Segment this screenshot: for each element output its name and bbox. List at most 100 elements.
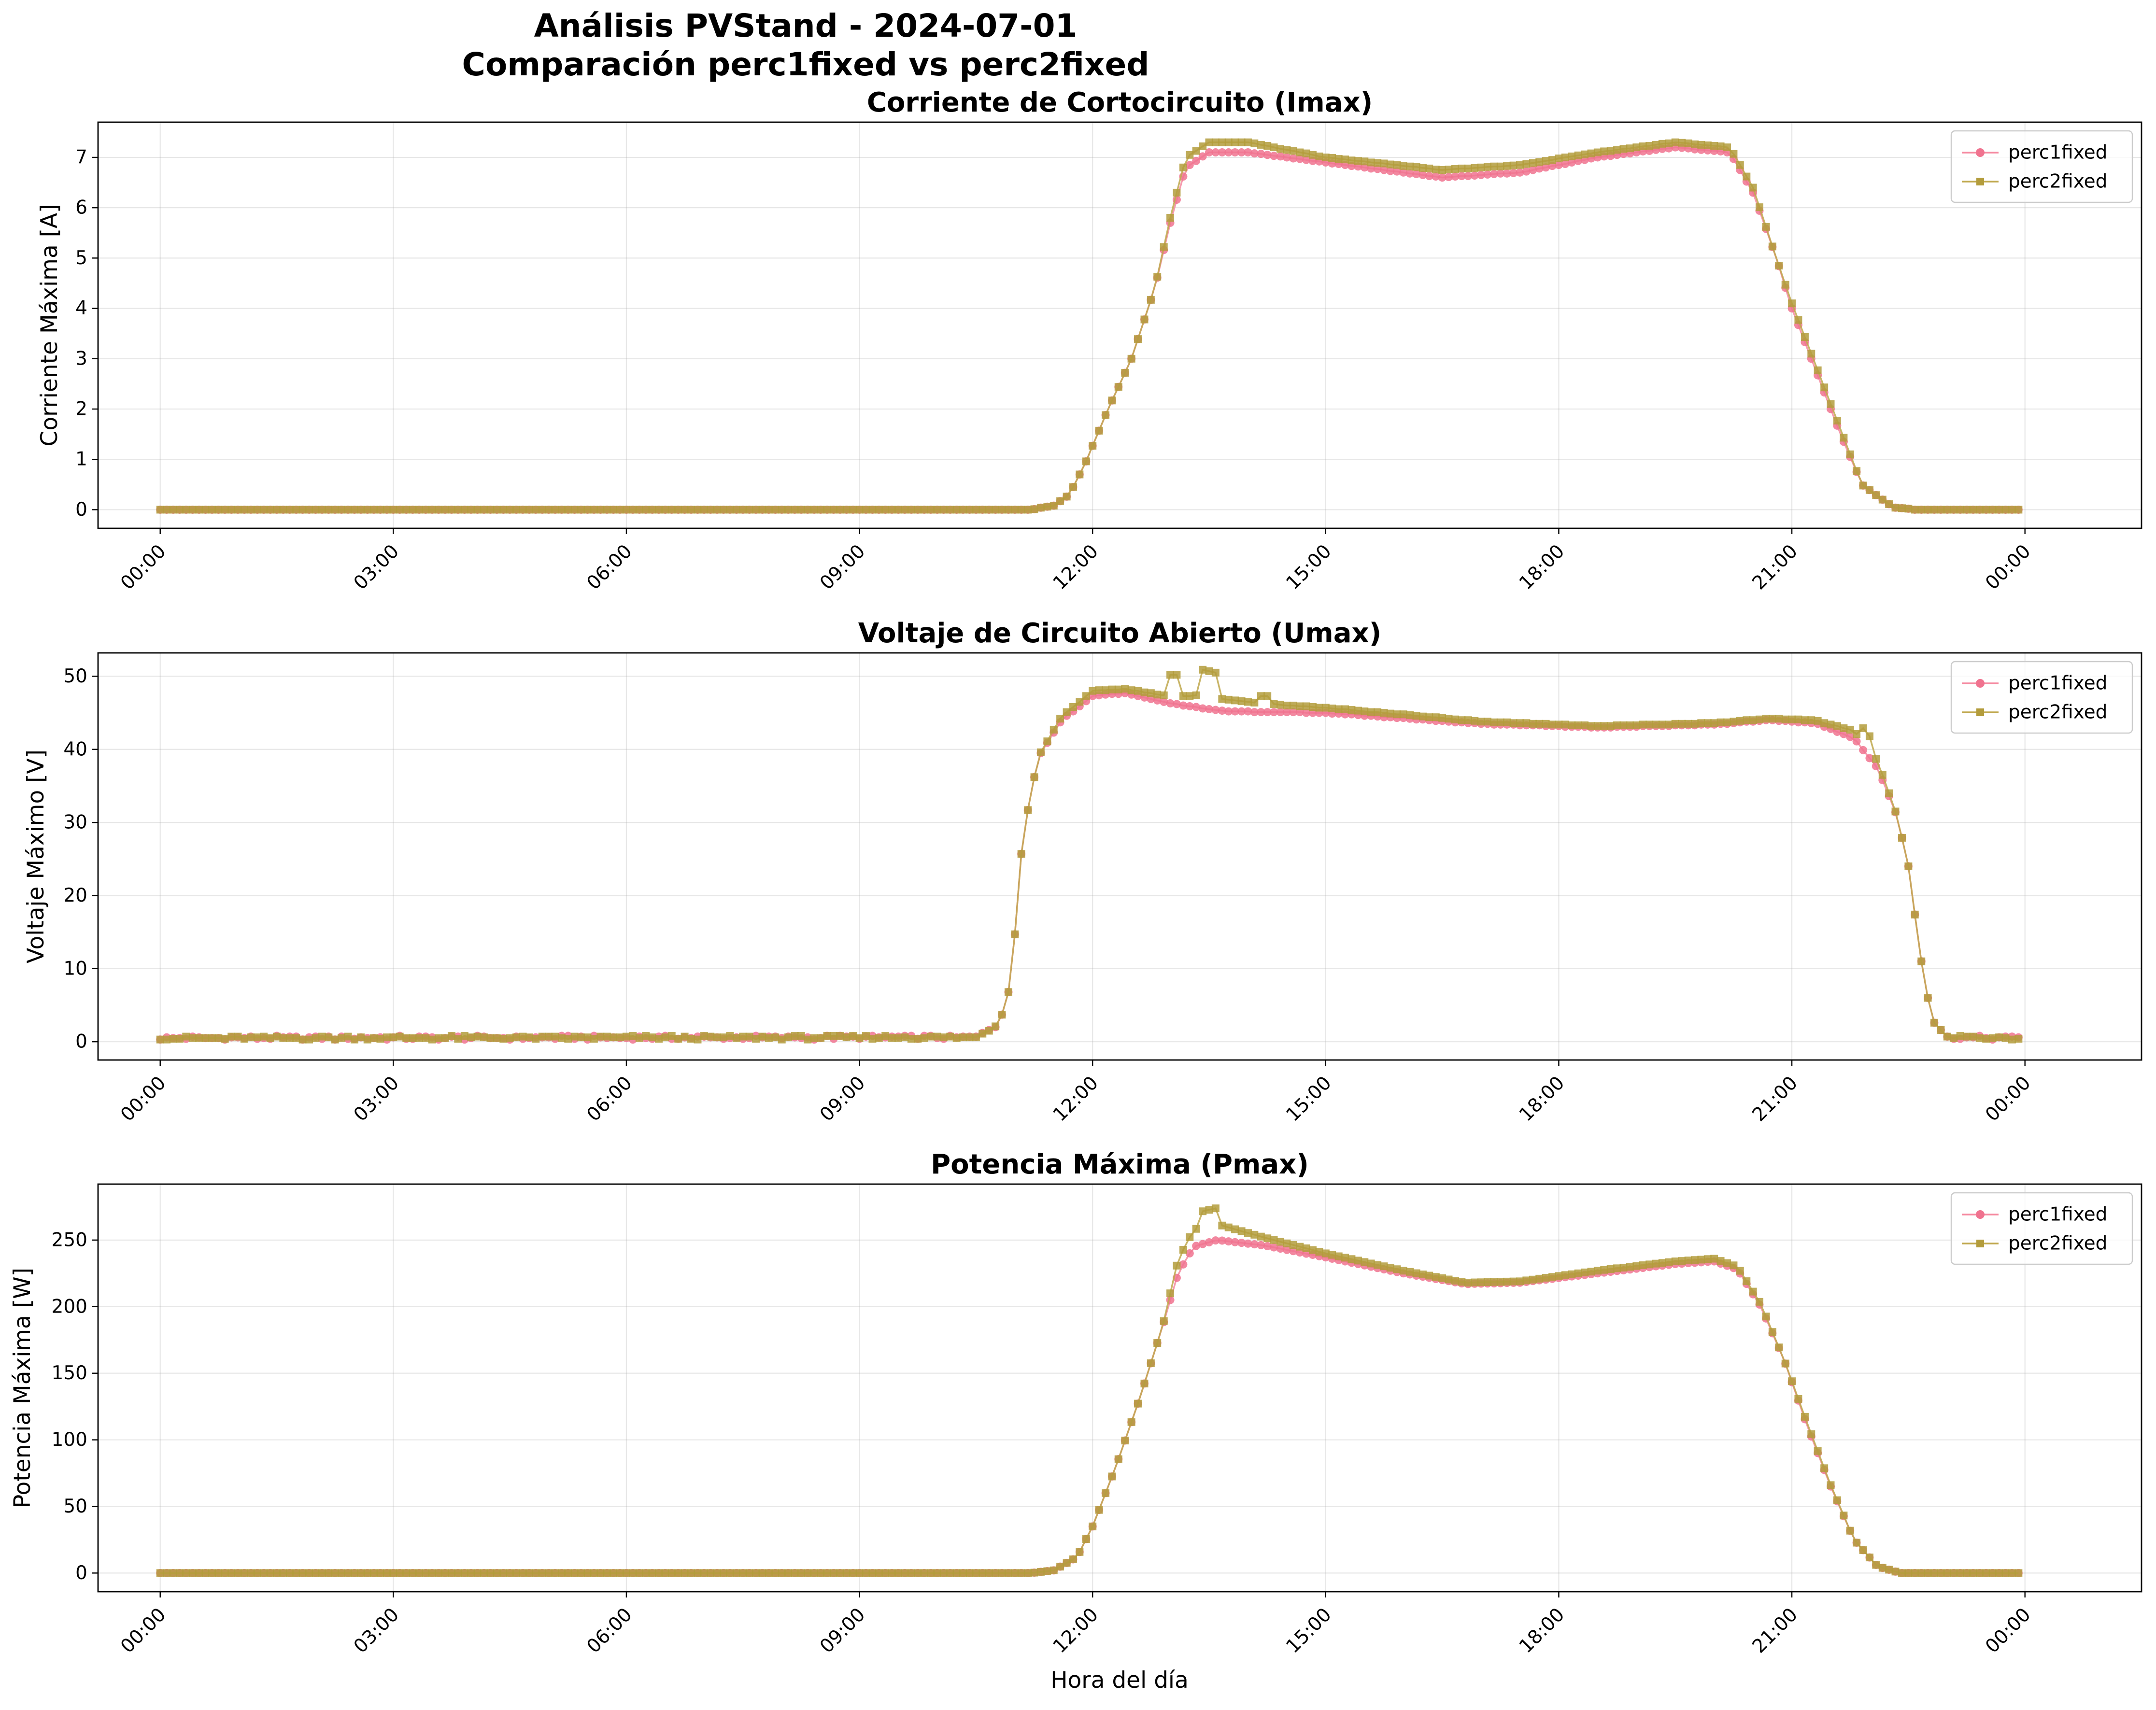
imax-perc2fixed-point: [1406, 162, 1414, 170]
imax-perc2fixed-point: [557, 506, 566, 514]
pmax-perc2fixed-point: [810, 1569, 818, 1577]
imax-perc2fixed-point: [1775, 262, 1783, 270]
imax-perc2fixed-point: [1367, 158, 1375, 167]
umax-perc2fixed-point: [1341, 705, 1349, 713]
pmax-perc2fixed-point: [979, 1569, 987, 1577]
imax-perc2fixed-point: [1853, 467, 1861, 475]
umax-perc2fixed-point: [234, 1032, 242, 1041]
pmax-perc2fixed-point: [454, 1569, 462, 1577]
pmax-perc2fixed-point: [1969, 1569, 1977, 1577]
umax-perc2fixed-point: [959, 1033, 967, 1042]
umax-perc2fixed-point: [1321, 704, 1330, 712]
imax-perc2fixed-point: [1114, 383, 1122, 391]
umax-perc2fixed-point: [357, 1033, 365, 1042]
imax-perc2fixed-point: [1937, 506, 1945, 514]
umax-perc2fixed-point: [985, 1027, 993, 1035]
umax-perc2fixed-point: [1199, 665, 1207, 674]
imax-legend-marker: [1976, 148, 1985, 157]
pmax-perc2fixed-point: [1089, 1522, 1097, 1530]
imax-perc2fixed-point: [1710, 141, 1718, 150]
imax-perc2fixed-point: [519, 506, 527, 514]
imax-perc2fixed-point: [1924, 506, 1932, 514]
imax-perc2fixed-point: [849, 506, 857, 514]
umax-perc2fixed-point: [1956, 1032, 1964, 1040]
pmax-perc2fixed-point: [1011, 1569, 1019, 1577]
imax-perc2fixed-point: [1179, 163, 1187, 171]
pmax-perc2fixed-point: [1833, 1496, 1841, 1504]
pmax-perc1fixed-point: [1282, 1245, 1291, 1254]
umax-perc2fixed-point: [1600, 722, 1608, 730]
umax-perc2fixed-point: [1056, 715, 1064, 723]
umax-perc2fixed-point: [1445, 715, 1453, 723]
imax-perc1fixed-point: [1444, 173, 1453, 182]
imax-perc2fixed-point: [1412, 163, 1420, 171]
pmax-perc1fixed-point: [1250, 1240, 1259, 1249]
pmax-perc2fixed-point: [1516, 1277, 1524, 1286]
pmax-perc2fixed-point: [1412, 1269, 1420, 1277]
pmax-perc2fixed-point: [1496, 1278, 1504, 1286]
imax-perc2fixed-point: [939, 506, 948, 514]
umax-perc2fixed-point: [1840, 724, 1848, 732]
pmax-perc2fixed-point: [1768, 1328, 1776, 1336]
pmax-perc2fixed-point: [1199, 1207, 1207, 1215]
imax-perc2fixed-point: [1153, 272, 1162, 281]
imax-perc2fixed-point: [195, 506, 203, 514]
umax-perc2fixed-point: [1626, 721, 1634, 729]
imax-chart: Corriente de Cortocircuito (Imax)00:00 03…: [36, 87, 2142, 594]
pmax-perc2fixed-point: [1095, 1506, 1103, 1514]
imax-perc1fixed-point: [1263, 151, 1272, 159]
imax-perc2fixed-point: [227, 506, 236, 514]
imax-perc2fixed-point: [1134, 335, 1142, 343]
pmax-perc2fixed-point: [1697, 1256, 1705, 1264]
pmax-perc2fixed-point: [1730, 1261, 1738, 1270]
imax-perc2fixed-point: [1768, 242, 1776, 251]
umax-y-tick-label: 20: [63, 885, 87, 906]
imax-perc2fixed-point: [862, 506, 870, 514]
umax-legend-label-perc1fixed: perc1fixed: [2008, 673, 2107, 694]
imax-perc1fixed-point: [1425, 172, 1433, 181]
pmax-perc2fixed-point: [745, 1569, 753, 1577]
pmax-perc2fixed-point: [1801, 1413, 1809, 1421]
umax-perc2fixed-point: [804, 1035, 812, 1044]
imax-perc2fixed-point: [817, 506, 825, 514]
imax-perc2fixed-point: [493, 506, 501, 514]
pmax-y-tick-label: 200: [52, 1296, 87, 1317]
imax-perc2fixed-point: [214, 506, 223, 514]
umax-perc2fixed-point: [1121, 685, 1129, 693]
pmax-perc2fixed-point: [1846, 1526, 1854, 1535]
imax-perc2fixed-point: [2001, 506, 2010, 514]
imax-perc1fixed-point: [1509, 169, 1518, 177]
pmax-perc2fixed-point: [221, 1569, 229, 1577]
imax-perc2fixed-point: [648, 506, 656, 514]
imax-perc1fixed-point: [1399, 168, 1408, 177]
pmax-perc2fixed-point: [519, 1569, 527, 1577]
imax-perc2fixed-point: [1814, 366, 1822, 374]
imax-perc2fixed-point: [1205, 138, 1213, 146]
imax-perc2fixed-point: [273, 506, 281, 514]
pmax-perc2fixed-point: [389, 1569, 397, 1577]
imax-perc2fixed-point: [538, 506, 546, 514]
imax-perc2fixed-point: [454, 506, 462, 514]
pmax-perc2fixed-point: [1943, 1569, 1951, 1577]
imax-perc2fixed-point: [622, 506, 630, 514]
pmax-perc2fixed-point: [1658, 1259, 1666, 1267]
pmax-perc1fixed-point: [1231, 1238, 1239, 1246]
umax-perc2fixed-point: [396, 1032, 404, 1041]
pmax-perc2fixed-point: [234, 1569, 242, 1577]
imax-x-tick-label: 00:00: [116, 540, 170, 594]
umax-perc2fixed-point: [1969, 1032, 1977, 1041]
pmax-perc2fixed-point: [1257, 1232, 1265, 1241]
pmax-perc2fixed-point: [1296, 1243, 1304, 1251]
pmax-perc2fixed-point: [1581, 1268, 1589, 1276]
imax-perc2fixed-point: [894, 506, 903, 514]
imax-perc1fixed-point: [1405, 169, 1414, 178]
imax-perc2fixed-point: [1089, 442, 1097, 450]
umax-perc2fixed-point: [1393, 710, 1401, 719]
umax-perc2fixed-point: [260, 1032, 268, 1041]
imax-perc1fixed-point: [1451, 172, 1460, 181]
imax-perc2fixed-point: [1011, 506, 1019, 514]
pmax-perc2fixed-point: [1788, 1377, 1796, 1385]
pmax-perc2fixed-point: [428, 1569, 436, 1577]
umax-perc2fixed-point: [1464, 716, 1472, 724]
